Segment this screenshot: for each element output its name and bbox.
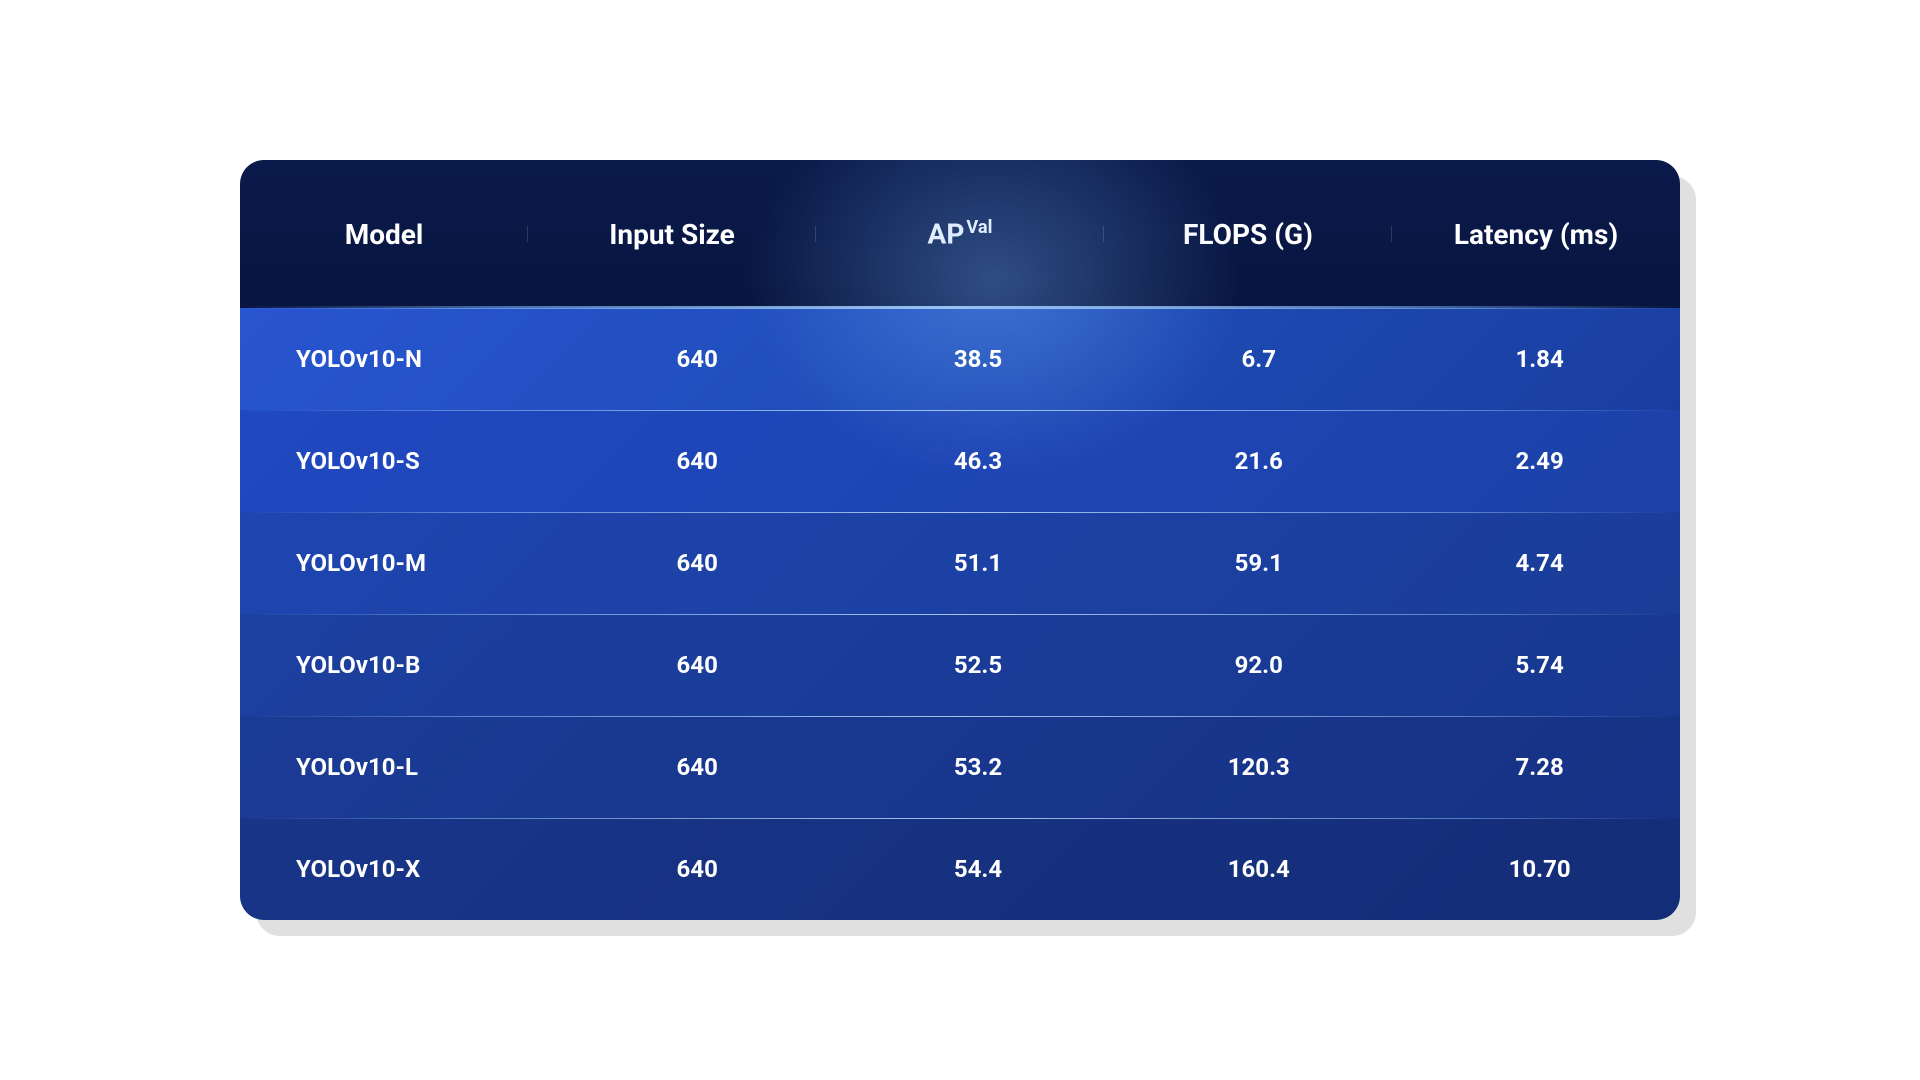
cell-flops: 160.4 xyxy=(1118,855,1399,883)
cell-input-size: 640 xyxy=(557,447,838,475)
table-row: YOLOv10-X 640 54.4 160.4 10.70 xyxy=(240,818,1680,920)
cell-ap-val: 54.4 xyxy=(838,855,1119,883)
table-header-row: Model Input Size APVal FLOPS (G) Latency… xyxy=(240,160,1680,308)
cell-latency: 10.70 xyxy=(1399,855,1680,883)
cell-flops: 92.0 xyxy=(1118,651,1399,679)
cell-ap-val: 51.1 xyxy=(838,549,1119,577)
table: Model Input Size APVal FLOPS (G) Latency… xyxy=(240,160,1680,920)
benchmark-table: Model Input Size APVal FLOPS (G) Latency… xyxy=(240,160,1680,920)
cell-flops: 6.7 xyxy=(1118,345,1399,373)
cell-ap-val: 38.5 xyxy=(838,345,1119,373)
cell-latency: 1.84 xyxy=(1399,345,1680,373)
cell-latency: 5.74 xyxy=(1399,651,1680,679)
cell-ap-val: 46.3 xyxy=(838,447,1119,475)
column-header-model: Model xyxy=(240,218,528,251)
cell-ap-val: 52.5 xyxy=(838,651,1119,679)
cell-model: YOLOv10-N xyxy=(240,345,557,373)
header-label: Input Size xyxy=(609,218,735,251)
cell-latency: 2.49 xyxy=(1399,447,1680,475)
column-header-flops: FLOPS (G) xyxy=(1104,218,1392,251)
cell-latency: 7.28 xyxy=(1399,753,1680,781)
table-row: YOLOv10-N 640 38.5 6.7 1.84 xyxy=(240,308,1680,410)
header-label: Model xyxy=(345,218,424,251)
table-row: YOLOv10-B 640 52.5 92.0 5.74 xyxy=(240,614,1680,716)
cell-model: YOLOv10-B xyxy=(240,651,557,679)
cell-flops: 120.3 xyxy=(1118,753,1399,781)
cell-input-size: 640 xyxy=(557,753,838,781)
header-label: FLOPS (G) xyxy=(1183,218,1313,251)
cell-latency: 4.74 xyxy=(1399,549,1680,577)
cell-model: YOLOv10-M xyxy=(240,549,557,577)
cell-ap-val: 53.2 xyxy=(838,753,1119,781)
table-row: YOLOv10-L 640 53.2 120.3 7.28 xyxy=(240,716,1680,818)
table-row: YOLOv10-M 640 51.1 59.1 4.74 xyxy=(240,512,1680,614)
table-row: YOLOv10-S 640 46.3 21.6 2.49 xyxy=(240,410,1680,512)
header-label: Latency (ms) xyxy=(1454,218,1618,251)
column-header-latency: Latency (ms) xyxy=(1392,218,1680,251)
cell-model: YOLOv10-X xyxy=(240,855,557,883)
column-header-input-size: Input Size xyxy=(528,218,816,251)
cell-input-size: 640 xyxy=(557,651,838,679)
cell-model: YOLOv10-S xyxy=(240,447,557,475)
cell-flops: 21.6 xyxy=(1118,447,1399,475)
cell-input-size: 640 xyxy=(557,855,838,883)
column-header-ap-val: APVal xyxy=(816,217,1104,250)
cell-model: YOLOv10-L xyxy=(240,753,557,781)
cell-input-size: 640 xyxy=(557,549,838,577)
cell-input-size: 640 xyxy=(557,345,838,373)
cell-flops: 59.1 xyxy=(1118,549,1399,577)
header-label: APVal xyxy=(928,217,993,250)
